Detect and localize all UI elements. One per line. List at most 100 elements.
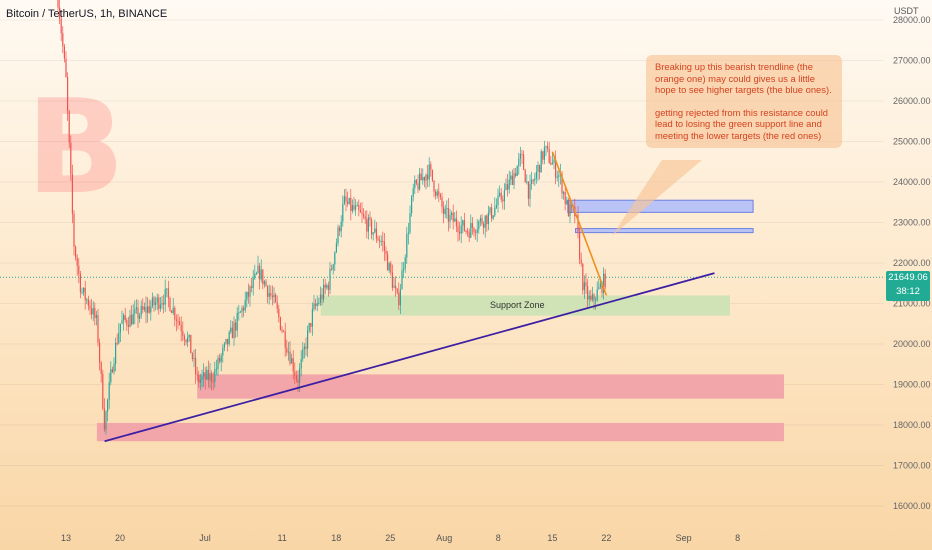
candle-body [206, 369, 208, 380]
candle-body [367, 217, 369, 232]
candle-body [305, 346, 307, 349]
candle-body [515, 173, 517, 176]
x-tick-label: 11 [277, 533, 286, 543]
candle-body [131, 314, 133, 325]
candle-body [342, 203, 344, 222]
candle-body [582, 263, 584, 291]
candle-body [267, 286, 269, 297]
candle-body [535, 171, 537, 179]
candle-body [417, 183, 419, 190]
candle-body [223, 343, 225, 348]
candle-body [300, 358, 302, 369]
candle-body [423, 177, 425, 181]
candle-body [550, 162, 552, 165]
candle-body [199, 379, 201, 383]
candle-body [371, 219, 373, 235]
last-price-tag: 21649.06 38:12 [886, 271, 930, 301]
candle-body [134, 309, 136, 314]
candle-body [524, 169, 526, 183]
y-tick-label: 18000.00 [893, 420, 931, 430]
red-target-zone-lower [96, 422, 784, 442]
candle-body [180, 324, 182, 332]
candle-body [547, 146, 549, 149]
candle-body [486, 215, 488, 225]
candle-body [123, 315, 125, 321]
y-tick-label: 17000.00 [893, 461, 931, 471]
candle-body [476, 229, 478, 233]
candle-body [382, 241, 384, 243]
candle-body [473, 228, 475, 233]
candle-body [158, 297, 160, 309]
y-tick-label: 25000.00 [893, 137, 931, 147]
candle-body [532, 179, 534, 181]
candle-body [67, 77, 69, 112]
y-tick-label: 26000.00 [893, 96, 931, 106]
candle-body [484, 215, 486, 228]
candle-body [318, 303, 320, 305]
candle-body [499, 192, 501, 196]
candle-body [366, 219, 368, 232]
candle-body [78, 265, 80, 274]
candle-body [102, 373, 104, 409]
candle-body [419, 173, 421, 190]
candle-body [500, 192, 502, 200]
candle-body [508, 179, 510, 190]
annotation-callout[interactable]: Breaking up this bearish trendline (the … [646, 55, 842, 148]
candle-body [57, 0, 59, 8]
candle-body [81, 292, 83, 294]
candle-body [444, 209, 446, 215]
candle-body [580, 259, 582, 264]
candle-body [156, 297, 158, 303]
candle-body [358, 205, 360, 210]
candle-body [142, 306, 144, 310]
candle-body [516, 166, 518, 176]
candle-body [294, 371, 296, 376]
candle-body [353, 205, 355, 210]
candle-body [380, 241, 382, 243]
candle-body [455, 218, 457, 227]
candle-body [70, 142, 72, 175]
candle-body [126, 319, 128, 325]
candle-body [375, 228, 377, 239]
candle-body [427, 174, 429, 180]
candle-body [193, 357, 195, 360]
candle-body [511, 175, 513, 186]
candle-body [94, 307, 96, 319]
candle-body [587, 286, 589, 300]
candle-body [372, 232, 374, 235]
candle-body [254, 273, 256, 279]
candle-body [403, 268, 405, 271]
candle-body [185, 339, 187, 343]
candle-body [438, 191, 440, 195]
candle-body [492, 215, 494, 219]
x-tick-label: 13 [61, 533, 71, 543]
candle-body [219, 357, 221, 362]
candle-body [247, 291, 249, 297]
y-tick-label: 22000.00 [893, 258, 931, 268]
candle-body [62, 33, 64, 47]
candle-body [310, 323, 312, 327]
candle-body [431, 169, 433, 181]
candle-body [121, 320, 123, 324]
candle-body [166, 288, 168, 290]
candle-body [212, 381, 214, 383]
candle-body [510, 175, 512, 180]
candle-body [215, 368, 217, 370]
candle-body [495, 205, 497, 208]
candle-body [494, 207, 496, 216]
candle-body [239, 311, 241, 313]
candle-body [475, 232, 477, 234]
candle-body [542, 151, 544, 160]
candle-body [150, 306, 152, 313]
annotation-text-2: getting rejected from this resistance co… [655, 106, 829, 141]
candle-body [331, 268, 333, 270]
candle-body [281, 329, 283, 332]
candle-body [182, 331, 184, 336]
candle-body [196, 373, 198, 376]
candle-body [579, 231, 581, 260]
candle-body [588, 295, 590, 300]
candle-body [326, 285, 328, 288]
x-tick-label: 20 [115, 533, 125, 543]
